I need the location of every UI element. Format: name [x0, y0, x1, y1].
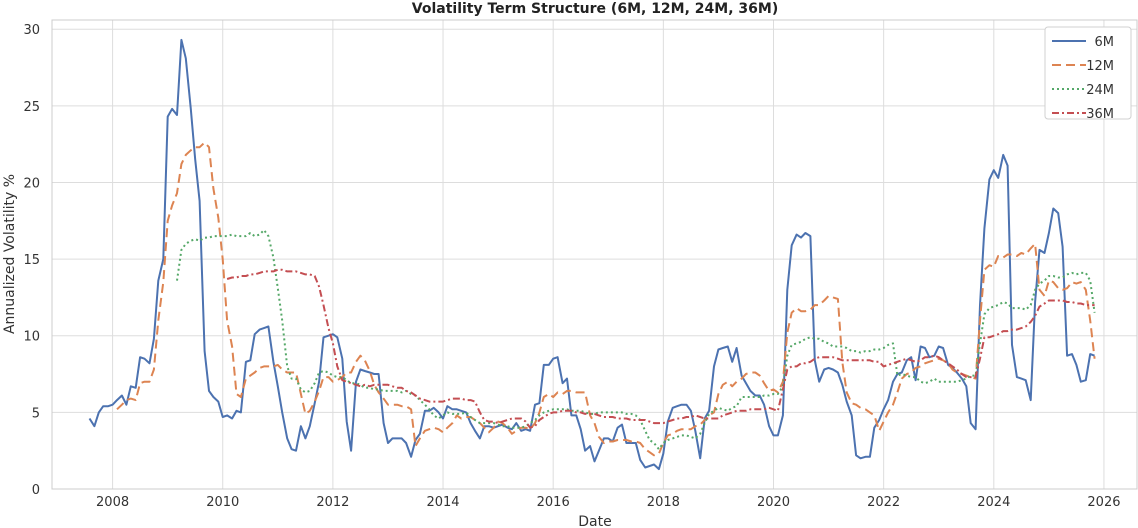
y-tick-label: 30	[23, 23, 40, 38]
x-tick-label: 2026	[1087, 495, 1120, 510]
y-tick-label: 15	[23, 253, 40, 268]
y-tick-label: 10	[23, 330, 40, 345]
x-tick-label: 2014	[426, 495, 459, 510]
series-line-24m	[176, 229, 1096, 451]
tick-labels: 2008 2010 2012 2014 2016 2018 2020 2022 2024 2026…	[23, 23, 1120, 510]
y-axis-label: Annualized Volatility %	[2, 174, 18, 334]
legend-label-12m: 12M	[1086, 59, 1114, 74]
y-tick-label: 25	[23, 100, 40, 115]
legend: 6M 12M 24M 36M	[1044, 26, 1132, 122]
x-tick-label: 2010	[206, 495, 239, 510]
x-axis-label: Date	[578, 514, 611, 528]
y-tick-label: 20	[23, 176, 40, 191]
y-tick-label: 5	[32, 406, 40, 421]
x-tick-label: 2024	[977, 495, 1010, 510]
y-tick-label: 0	[32, 483, 40, 498]
x-tick-label: 2022	[867, 495, 900, 510]
legend-label-24m: 24M	[1086, 83, 1114, 98]
series-layer	[88, 38, 1096, 471]
legend-label-36m: 36M	[1086, 107, 1114, 122]
x-tick-label: 2016	[537, 495, 570, 510]
x-tick-label: 2018	[647, 495, 680, 510]
x-tick-label: 2020	[757, 495, 790, 510]
legend-label-6m: 6M	[1095, 35, 1115, 50]
series-line-12m	[116, 141, 1096, 457]
plot-frame	[51, 19, 1138, 490]
series-line-36m	[226, 268, 1095, 429]
x-tick-label: 2008	[96, 495, 129, 510]
legend-box	[1044, 26, 1132, 120]
x-tick-label: 2012	[316, 495, 349, 510]
chart-title: Volatility Term Structure (6M, 12M, 24M,…	[412, 1, 778, 17]
series-line-6m	[88, 38, 1095, 471]
